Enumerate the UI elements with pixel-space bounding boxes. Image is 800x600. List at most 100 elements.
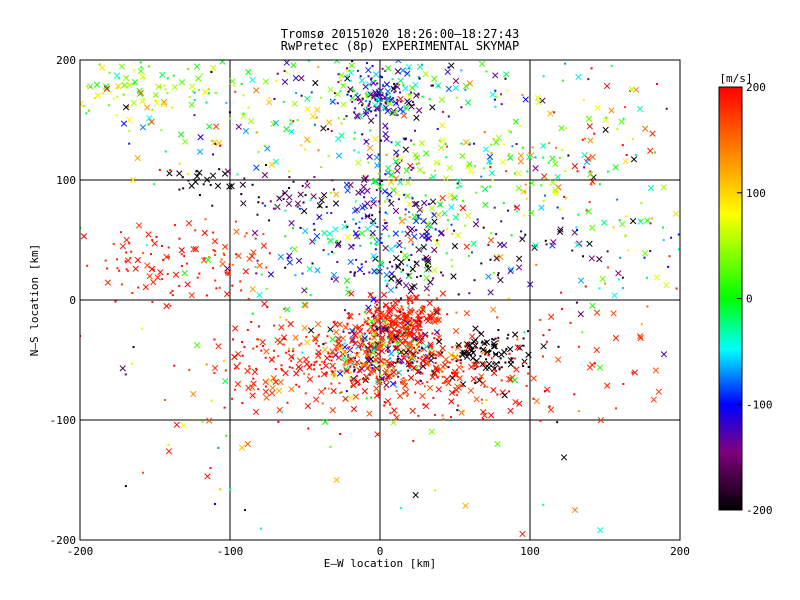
data-point-dot <box>662 239 665 242</box>
data-point-x-marker <box>262 388 270 395</box>
data-point-dot <box>240 289 243 292</box>
data-point-x-marker <box>388 97 395 104</box>
data-point-x-marker <box>188 101 195 108</box>
data-point-dot <box>365 336 368 339</box>
data-point-x-marker <box>244 440 251 448</box>
data-point-dot <box>304 148 307 151</box>
data-point-dot <box>161 277 164 280</box>
data-point-dot <box>82 104 85 107</box>
data-point-dot <box>348 345 351 348</box>
data-point-dot <box>367 358 370 361</box>
data-point-dot <box>418 320 421 323</box>
data-point-dot <box>339 369 342 372</box>
data-point-dot <box>162 259 165 262</box>
data-point-x-marker <box>373 315 380 323</box>
data-point-x-marker <box>181 269 188 277</box>
data-point-x-marker <box>503 71 510 78</box>
data-point-dot <box>400 305 403 308</box>
data-point-x-marker <box>193 63 201 70</box>
data-point-x-marker <box>325 119 333 126</box>
data-point-dot <box>374 360 377 363</box>
data-point-dot <box>247 297 250 300</box>
data-point-dot <box>661 226 664 229</box>
data-point-dot <box>513 172 516 175</box>
data-point-x-marker <box>660 351 668 358</box>
data-point-dot <box>396 310 399 313</box>
data-point-x-marker <box>235 123 242 130</box>
data-point-dot <box>346 225 349 228</box>
data-point-x-marker <box>577 310 584 318</box>
data-point-dot <box>377 153 380 156</box>
data-point-dot <box>392 375 395 378</box>
data-point-x-marker <box>419 392 426 400</box>
data-point-x-marker <box>309 113 317 120</box>
data-point-dot <box>377 391 380 394</box>
data-point-x-marker <box>370 334 378 341</box>
data-point-x-marker <box>372 178 379 185</box>
data-point-x-marker <box>372 135 379 143</box>
data-point-x-marker <box>593 346 600 354</box>
data-point-dot <box>573 393 576 396</box>
data-point-dot <box>403 341 406 344</box>
data-point-dot <box>417 329 420 332</box>
colorbar-tick-label: -200 <box>746 504 773 517</box>
data-point-x-marker <box>383 135 390 143</box>
data-point-dot <box>464 88 467 91</box>
data-point-x-marker <box>398 339 406 347</box>
data-point-dot <box>395 286 398 289</box>
data-point-dot <box>427 294 430 297</box>
data-point-dot <box>127 270 130 273</box>
data-point-x-marker <box>610 310 617 317</box>
data-point-dot <box>490 143 493 146</box>
data-point-dot <box>369 309 372 312</box>
data-point-x-marker <box>417 337 425 344</box>
colorbar-tick-label: -100 <box>746 398 773 411</box>
data-point-dot <box>231 338 234 341</box>
data-point-dot <box>576 170 579 173</box>
data-point-dot <box>560 291 563 294</box>
data-point-dot <box>126 105 129 108</box>
data-point-dot <box>193 98 196 101</box>
data-point-x-marker <box>608 107 615 114</box>
data-point-dot <box>372 364 375 367</box>
data-point-dot <box>410 253 413 256</box>
data-point-dot <box>393 245 396 248</box>
data-point-x-marker <box>125 257 132 264</box>
data-point-x-marker <box>132 265 139 272</box>
data-point-x-marker <box>190 390 197 398</box>
data-point-x-marker <box>589 153 596 161</box>
data-point-x-marker <box>552 187 559 194</box>
data-point-dot <box>393 275 396 278</box>
data-point-x-marker <box>519 235 526 243</box>
data-point-dot <box>390 301 393 304</box>
data-point-dot <box>606 250 609 253</box>
data-point-x-marker <box>374 431 381 438</box>
data-point-dot <box>320 367 323 370</box>
data-point-x-marker <box>584 155 592 162</box>
data-point-dot <box>370 77 373 80</box>
x-tick-label: 200 <box>670 545 690 558</box>
data-point-dot <box>353 131 356 134</box>
data-point-x-marker <box>476 377 483 384</box>
data-point-dot <box>166 272 169 275</box>
data-point-dot <box>286 71 289 74</box>
data-point-x-marker <box>340 101 347 108</box>
data-point-x-marker <box>423 360 430 367</box>
data-point-dot <box>624 235 627 238</box>
data-point-x-marker <box>248 252 256 260</box>
data-point-x-marker <box>612 164 619 171</box>
data-point-x-marker <box>277 253 284 260</box>
data-point-x-marker <box>603 82 611 90</box>
data-point-dot <box>124 485 127 488</box>
data-point-x-marker <box>342 359 349 366</box>
data-point-x-marker <box>296 357 304 364</box>
data-point-x-marker <box>286 259 293 266</box>
data-point-x-marker <box>407 288 414 295</box>
data-point-x-marker <box>321 346 329 353</box>
data-point-dot <box>382 319 385 322</box>
data-point-dot <box>329 355 332 358</box>
data-point-dot <box>180 265 183 268</box>
data-point-dot <box>393 323 396 326</box>
data-point-x-marker <box>446 164 453 172</box>
data-point-dot <box>358 221 361 224</box>
